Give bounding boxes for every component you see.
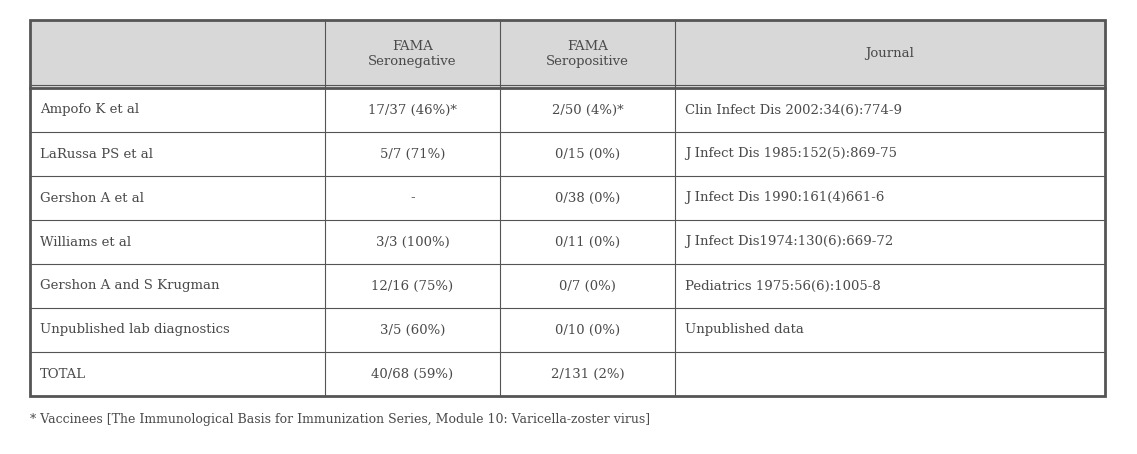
Text: 2/50 (4%)*: 2/50 (4%)* (551, 104, 623, 117)
Text: J Infect Dis 1990:161(4)661-6: J Infect Dis 1990:161(4)661-6 (684, 192, 885, 204)
Text: Clin Infect Dis 2002:34(6):774-9: Clin Infect Dis 2002:34(6):774-9 (684, 104, 902, 117)
Text: Gershon A and S Krugman: Gershon A and S Krugman (40, 280, 219, 292)
Text: 0/10 (0%): 0/10 (0%) (555, 324, 620, 336)
Text: 40/68 (59%): 40/68 (59%) (372, 367, 454, 380)
Text: Pediatrics 1975:56(6):1005-8: Pediatrics 1975:56(6):1005-8 (684, 280, 881, 292)
Text: Ampofo K et al: Ampofo K et al (40, 104, 139, 117)
Text: -: - (410, 192, 415, 204)
Text: 0/7 (0%): 0/7 (0%) (559, 280, 616, 292)
Text: Williams et al: Williams et al (40, 236, 131, 248)
Text: TOTAL: TOTAL (40, 367, 86, 380)
Text: 17/37 (46%)*: 17/37 (46%)* (368, 104, 457, 117)
Text: Journal: Journal (865, 48, 914, 60)
Text: Gershon A et al: Gershon A et al (40, 192, 144, 204)
Text: 3/5 (60%): 3/5 (60%) (380, 324, 446, 336)
Text: Unpublished lab diagnostics: Unpublished lab diagnostics (40, 324, 230, 336)
Text: J Infect Dis1974:130(6):669-72: J Infect Dis1974:130(6):669-72 (684, 236, 894, 248)
Text: 2/131 (2%): 2/131 (2%) (550, 367, 624, 380)
Bar (30, 20, 1105, 88)
Text: Unpublished data: Unpublished data (684, 324, 804, 336)
Text: J Infect Dis 1985:152(5):869-75: J Infect Dis 1985:152(5):869-75 (684, 148, 897, 161)
Text: FAMA
Seropositive: FAMA Seropositive (546, 40, 629, 68)
Text: FAMA
Seronegative: FAMA Seronegative (368, 40, 457, 68)
Text: LaRussa PS et al: LaRussa PS et al (40, 148, 153, 161)
Text: 0/38 (0%): 0/38 (0%) (555, 192, 620, 204)
Bar (30, 20, 1105, 396)
Text: * Vaccinees [The Immunological Basis for Immunization Series, Module 10: Varicel: * Vaccinees [The Immunological Basis for… (30, 414, 650, 426)
Text: 3/3 (100%): 3/3 (100%) (375, 236, 449, 248)
Text: 5/7 (71%): 5/7 (71%) (380, 148, 446, 161)
Text: 12/16 (75%): 12/16 (75%) (372, 280, 454, 292)
Text: 0/11 (0%): 0/11 (0%) (555, 236, 620, 248)
Text: 0/15 (0%): 0/15 (0%) (555, 148, 620, 161)
